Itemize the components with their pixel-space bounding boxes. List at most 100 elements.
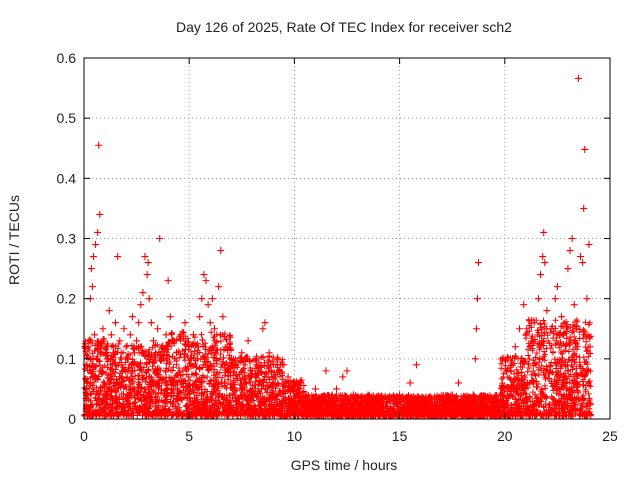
- data-point: [537, 271, 545, 279]
- data-point: [202, 277, 210, 285]
- data-point: [166, 313, 174, 321]
- data-point: [219, 313, 227, 321]
- data-point: [572, 325, 580, 333]
- data-point: [227, 355, 235, 363]
- data-point: [322, 367, 330, 375]
- data-point: [92, 241, 100, 249]
- data-point: [95, 141, 103, 149]
- data-point: [581, 145, 589, 153]
- data-point: [558, 313, 566, 321]
- data-point: [448, 391, 456, 399]
- data-point: [194, 355, 202, 363]
- data-point: [93, 355, 101, 363]
- data-point: [122, 343, 130, 351]
- data-point: [328, 391, 336, 399]
- y-axis-label: ROTI / TECUs: [6, 195, 22, 285]
- data-point: [253, 355, 261, 363]
- data-point: [206, 319, 214, 327]
- data-point: [147, 319, 155, 327]
- data-point: [128, 313, 136, 321]
- data-point: [290, 385, 298, 393]
- data-point: [215, 283, 223, 291]
- data-point: [349, 391, 357, 399]
- data-point: [164, 277, 172, 285]
- data-point: [274, 355, 282, 363]
- data-point: [560, 331, 568, 339]
- data-point: [130, 349, 138, 357]
- data-point: [156, 235, 164, 242]
- data-point: [112, 319, 120, 327]
- data-point: [269, 361, 277, 369]
- data-point: [114, 253, 122, 261]
- data-point: [103, 355, 111, 363]
- data-point: [473, 295, 481, 303]
- data-point: [318, 397, 326, 405]
- data-point: [87, 265, 95, 273]
- data-point: [475, 259, 482, 267]
- data-point: [534, 295, 542, 303]
- data-point: [120, 325, 128, 333]
- data-point: [173, 349, 181, 357]
- data-point: [551, 295, 559, 303]
- data-point: [543, 307, 551, 315]
- data-point: [343, 367, 351, 375]
- data-point: [459, 397, 467, 405]
- data-point: [520, 301, 528, 309]
- data-point: [259, 325, 267, 333]
- data-point: [540, 228, 548, 236]
- data-point: [116, 337, 124, 345]
- data-point: [133, 337, 141, 345]
- y-tick-label: 0.2: [57, 291, 77, 307]
- data-point: [160, 355, 168, 363]
- data-point: [109, 349, 117, 357]
- x-tick-label: 0: [80, 428, 88, 444]
- data-point: [541, 259, 549, 267]
- x-tick-label: 20: [497, 428, 513, 444]
- x-axis-ticks: 0 5 10 15 20 25: [80, 58, 618, 444]
- data-point: [490, 397, 498, 405]
- data-point: [105, 307, 113, 315]
- data-point: [566, 247, 574, 255]
- data-point: [332, 385, 340, 393]
- data-point: [96, 210, 104, 218]
- data-point: [284, 373, 292, 381]
- data-point: [265, 349, 273, 357]
- y-tick-label: 0.5: [57, 110, 77, 126]
- dense-marker-cloud: [81, 316, 595, 419]
- y-tick-label: 0.4: [57, 170, 77, 186]
- y-tick-label: 0.6: [57, 50, 77, 66]
- data-point: [210, 325, 218, 333]
- data-point: [480, 397, 488, 405]
- data-point: [297, 379, 305, 387]
- data-point: [530, 319, 538, 327]
- data-point: [196, 313, 204, 321]
- data-point: [364, 391, 372, 399]
- data-point: [101, 343, 109, 351]
- data-point: [139, 289, 147, 297]
- data-point: [261, 319, 269, 327]
- data-point: [149, 337, 157, 345]
- data-point: [158, 343, 166, 351]
- data-point: [564, 265, 572, 273]
- data-point: [198, 295, 206, 303]
- data-point: [553, 283, 561, 291]
- data-point: [88, 283, 96, 291]
- data-point: [396, 391, 404, 399]
- data-point: [162, 331, 170, 339]
- data-point: [522, 331, 530, 339]
- data-point: [469, 391, 477, 399]
- data-point: [208, 295, 216, 303]
- data-point: [143, 271, 151, 279]
- data-point: [580, 204, 588, 212]
- data-point: [200, 271, 208, 279]
- data-point: [471, 355, 479, 363]
- data-point: [152, 349, 160, 357]
- data-point: [417, 397, 425, 405]
- data-point: [311, 385, 319, 393]
- data-point: [280, 361, 288, 369]
- data-point: [154, 325, 162, 333]
- data-point: [583, 295, 591, 303]
- data-point: [97, 367, 105, 375]
- y-tick-label: 0.3: [57, 231, 77, 247]
